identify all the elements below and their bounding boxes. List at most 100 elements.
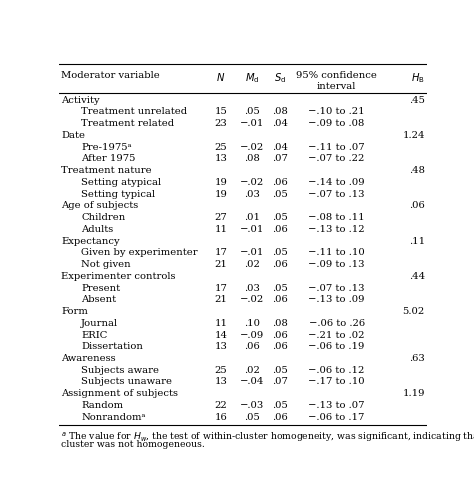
Text: .45: .45 <box>409 96 425 105</box>
Text: $M_\mathrm{d}$: $M_\mathrm{d}$ <box>245 71 259 85</box>
Text: .05: .05 <box>272 366 288 375</box>
Text: .01: .01 <box>244 213 260 222</box>
Text: Age of subjects: Age of subjects <box>61 201 138 211</box>
Text: .06: .06 <box>244 342 260 351</box>
Text: Treatment nature: Treatment nature <box>61 166 152 175</box>
Text: .07: .07 <box>272 378 288 386</box>
Text: −.06 to .19: −.06 to .19 <box>309 342 365 351</box>
Text: 13: 13 <box>214 342 228 351</box>
Text: −.02: −.02 <box>240 295 264 304</box>
Text: .05: .05 <box>272 248 288 257</box>
Text: −.21 to .02: −.21 to .02 <box>309 331 365 339</box>
Text: .03: .03 <box>244 190 260 198</box>
Text: −.02: −.02 <box>240 143 264 151</box>
Text: −.03: −.03 <box>240 401 264 410</box>
Text: Setting atypical: Setting atypical <box>82 178 162 187</box>
Text: −.06 to .12: −.06 to .12 <box>309 366 365 375</box>
Text: 15: 15 <box>214 107 228 117</box>
Text: −.10 to .21: −.10 to .21 <box>308 107 365 117</box>
Text: Treatment related: Treatment related <box>82 119 174 128</box>
Text: .05: .05 <box>272 284 288 292</box>
Text: Pre-1975ᵃ: Pre-1975ᵃ <box>82 143 132 151</box>
Text: 1.19: 1.19 <box>402 389 425 398</box>
Text: After 1975: After 1975 <box>82 154 136 164</box>
Text: 13: 13 <box>214 154 228 164</box>
Text: Adults: Adults <box>82 225 114 234</box>
Text: .05: .05 <box>272 401 288 410</box>
Text: Children: Children <box>82 213 126 222</box>
Text: −.09 to .13: −.09 to .13 <box>309 260 365 269</box>
Text: .05: .05 <box>244 107 260 117</box>
Text: 21: 21 <box>214 260 228 269</box>
Text: Random: Random <box>82 401 123 410</box>
Text: Moderator variable: Moderator variable <box>61 71 160 80</box>
Text: 21: 21 <box>214 295 228 304</box>
Text: Experimenter controls: Experimenter controls <box>61 272 175 281</box>
Text: .44: .44 <box>409 272 425 281</box>
Text: 17: 17 <box>214 248 228 257</box>
Text: −.06 to .26: −.06 to .26 <box>309 319 365 328</box>
Text: −.09: −.09 <box>240 331 264 339</box>
Text: ERIC: ERIC <box>82 331 108 339</box>
Text: Form: Form <box>61 307 88 316</box>
Text: .05: .05 <box>244 413 260 422</box>
Text: −.08 to .11: −.08 to .11 <box>308 213 365 222</box>
Text: −.11 to .07: −.11 to .07 <box>308 143 365 151</box>
Text: −.01: −.01 <box>240 248 264 257</box>
Text: .08: .08 <box>272 319 288 328</box>
Text: 11: 11 <box>214 319 228 328</box>
Text: Assignment of subjects: Assignment of subjects <box>61 389 178 398</box>
Text: .06: .06 <box>272 413 288 422</box>
Text: $S_\mathrm{d}$: $S_\mathrm{d}$ <box>273 71 286 85</box>
Text: −.14 to .09: −.14 to .09 <box>308 178 365 187</box>
Text: .08: .08 <box>244 154 260 164</box>
Text: $^a$ The value for $H_w$, the test of within-cluster homogeneity, was significan: $^a$ The value for $H_w$, the test of wi… <box>61 430 474 444</box>
Text: cluster was not homogeneous.: cluster was not homogeneous. <box>61 440 205 449</box>
Text: Journal: Journal <box>82 319 118 328</box>
Text: Date: Date <box>61 131 85 140</box>
Text: .06: .06 <box>272 295 288 304</box>
Text: .06: .06 <box>272 260 288 269</box>
Text: Nonrandomᵃ: Nonrandomᵃ <box>82 413 146 422</box>
Text: 13: 13 <box>214 378 228 386</box>
Text: 16: 16 <box>215 413 227 422</box>
Text: Subjects aware: Subjects aware <box>82 366 159 375</box>
Text: .06: .06 <box>272 178 288 187</box>
Text: −.13 to .12: −.13 to .12 <box>308 225 365 234</box>
Text: −.07 to .13: −.07 to .13 <box>309 190 365 198</box>
Text: −.07 to .22: −.07 to .22 <box>309 154 365 164</box>
Text: −.07 to .13: −.07 to .13 <box>309 284 365 292</box>
Text: Activity: Activity <box>61 96 100 105</box>
Text: Expectancy: Expectancy <box>61 237 120 245</box>
Text: .06: .06 <box>272 225 288 234</box>
Text: 1.24: 1.24 <box>402 131 425 140</box>
Text: 25: 25 <box>215 366 227 375</box>
Text: 25: 25 <box>215 143 227 151</box>
Text: 23: 23 <box>215 119 227 128</box>
Text: Setting typical: Setting typical <box>82 190 155 198</box>
Text: .03: .03 <box>244 284 260 292</box>
Text: .06: .06 <box>272 342 288 351</box>
Text: .02: .02 <box>244 260 260 269</box>
Text: 14: 14 <box>214 331 228 339</box>
Text: −.01: −.01 <box>240 119 264 128</box>
Text: .04: .04 <box>272 119 288 128</box>
Text: .06: .06 <box>409 201 425 211</box>
Text: .05: .05 <box>272 190 288 198</box>
Text: Absent: Absent <box>82 295 117 304</box>
Text: Subjects unaware: Subjects unaware <box>82 378 172 386</box>
Text: .06: .06 <box>272 331 288 339</box>
Text: $H_\mathrm{B}$: $H_\mathrm{B}$ <box>411 71 425 85</box>
Text: −.06 to .17: −.06 to .17 <box>309 413 365 422</box>
Text: −.09 to .08: −.09 to .08 <box>309 119 365 128</box>
Text: 19: 19 <box>214 178 228 187</box>
Text: 17: 17 <box>214 284 228 292</box>
Text: 11: 11 <box>214 225 228 234</box>
Text: Dissertation: Dissertation <box>82 342 143 351</box>
Text: Treatment unrelated: Treatment unrelated <box>82 107 187 117</box>
Text: .04: .04 <box>272 143 288 151</box>
Text: 95% confidence
interval: 95% confidence interval <box>296 71 377 91</box>
Text: −.04: −.04 <box>240 378 264 386</box>
Text: Given by experimenter: Given by experimenter <box>82 248 198 257</box>
Text: −.11 to .10: −.11 to .10 <box>308 248 365 257</box>
